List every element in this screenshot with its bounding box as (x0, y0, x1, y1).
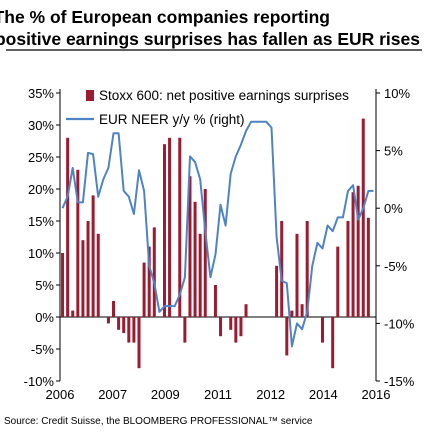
bar (86, 221, 90, 317)
x-tick-label: 2009 (151, 387, 180, 402)
y-left-tick-label: -5% (31, 342, 55, 357)
bar (320, 317, 324, 343)
y-left-tick-label: 10% (28, 246, 54, 261)
bar (162, 144, 166, 317)
y-right-tick-label: 0% (384, 201, 403, 216)
y-right-tick-label: 10% (384, 86, 410, 101)
x-tick-label: 2007 (98, 387, 127, 402)
x-tick-label: 2016 (362, 387, 391, 402)
bar (219, 317, 223, 337)
y-left-tick-label: 5% (35, 278, 54, 293)
bar (331, 317, 335, 369)
bar (356, 185, 360, 317)
y-left-tick-label: 20% (28, 182, 54, 197)
bar (61, 253, 65, 317)
bar (239, 317, 243, 337)
bar (229, 317, 233, 330)
bar (188, 176, 192, 317)
x-tick-label: 2006 (46, 387, 75, 402)
bar (290, 310, 294, 317)
y-left-tick-label: 0% (35, 310, 54, 325)
bar (106, 317, 110, 324)
bar (336, 246, 340, 317)
bar (300, 304, 304, 317)
bar (305, 221, 309, 317)
bar (137, 317, 141, 369)
bar (71, 310, 75, 317)
bar (168, 137, 172, 317)
y-right-tick-label: -15% (384, 374, 415, 389)
bar (117, 317, 121, 330)
bar (122, 317, 126, 333)
bar (147, 246, 151, 317)
bar (285, 317, 289, 356)
y-right-tick-label: -5% (384, 259, 408, 274)
bar (152, 227, 156, 317)
y-left-tick-label: 25% (28, 150, 54, 165)
bar (351, 192, 355, 317)
x-tick-label: 2012 (256, 387, 285, 402)
bar (234, 317, 238, 343)
legend: Stoxx 600: net positive earnings surpris… (66, 88, 349, 127)
y-left-tick-label: 15% (28, 214, 54, 229)
bar (280, 221, 284, 317)
bar (127, 317, 131, 343)
legend-label-bars: Stoxx 600: net positive earnings surpris… (99, 88, 349, 103)
legend-bar-swatch (86, 90, 94, 101)
bar (203, 189, 207, 317)
bar (366, 217, 370, 317)
bar (178, 137, 182, 317)
y-left-tick-label: 35% (28, 86, 54, 101)
bar (76, 169, 80, 317)
bar (361, 118, 365, 317)
bar (183, 317, 187, 343)
bar (198, 233, 202, 317)
bar (295, 233, 299, 317)
bar (142, 262, 146, 317)
y-right-tick-label: 5% (384, 144, 403, 159)
y-right-tick-label: -10% (384, 316, 415, 331)
chart-title-line1: The % of European companies reporting (0, 7, 330, 27)
chart-title-line2: positive earnings surprises has fallen a… (0, 29, 420, 49)
y-left-tick-label: 30% (28, 118, 54, 133)
bar (91, 195, 95, 317)
bar (66, 137, 70, 317)
bar (193, 201, 197, 317)
bar (346, 221, 350, 317)
bar (213, 285, 217, 317)
bar (132, 317, 136, 343)
y-left-tick-label: -10% (24, 374, 55, 389)
bar (275, 265, 279, 317)
bar (96, 233, 100, 317)
plot-area: 35% 30% 25% 20% 15% 10% 5% 0% -5% -10% 10% 5% 0% -5% -… (24, 86, 415, 402)
chart-source: Source: Credit Suisse, the BLOOMBERG PRO… (4, 416, 313, 427)
x-tick-label: 2014 (309, 387, 338, 402)
bar (81, 240, 85, 317)
bar (112, 301, 116, 317)
eur-neer-line (61, 120, 374, 348)
legend-label-line: EUR NEER y/y % (right) (99, 112, 245, 127)
bar (244, 304, 248, 317)
x-tick-label: 2011 (204, 387, 232, 402)
